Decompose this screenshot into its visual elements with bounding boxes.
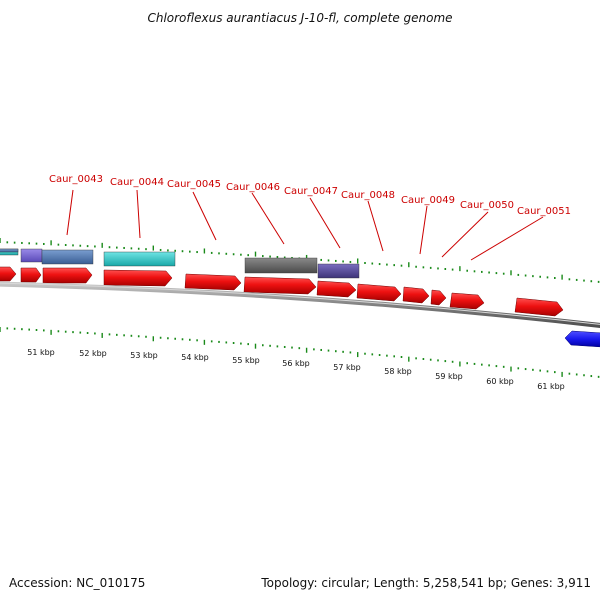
feature-steelblue bbox=[0, 248, 19, 253]
genome-summary-text: Topology: circular; Length: 5,258,541 bp… bbox=[261, 576, 591, 590]
feature-steelblue bbox=[41, 249, 94, 265]
kbp-label: 51 kbp bbox=[27, 348, 55, 357]
gene-label: Caur_0050 bbox=[460, 200, 514, 211]
gene-labels: Caur_0043 Caur_0044 Caur_0045 Caur_0046 … bbox=[49, 174, 571, 217]
gene-label: Caur_0048 bbox=[341, 190, 395, 201]
gene-label: Caur_0043 bbox=[49, 174, 103, 185]
accession-text: Accession: NC_010175 bbox=[9, 576, 146, 590]
cds-arrow bbox=[42, 267, 93, 284]
kbp-label: 56 kbp bbox=[282, 359, 310, 368]
inner-tick-ring bbox=[0, 327, 600, 378]
kbp-label: 54 kbp bbox=[181, 353, 209, 362]
cds-arrow bbox=[243, 276, 317, 295]
feature-purple bbox=[317, 263, 360, 279]
kbp-label: 55 kbp bbox=[232, 356, 260, 365]
gene-label: Caur_0045 bbox=[167, 179, 221, 190]
kbp-label: 60 kbp bbox=[486, 377, 514, 386]
kbp-label: 53 kbp bbox=[130, 351, 158, 360]
label-leader-lines bbox=[66, 189, 544, 261]
outer-tick-ring bbox=[0, 238, 600, 283]
gene-label: Caur_0044 bbox=[110, 177, 164, 188]
feature-violet bbox=[20, 248, 43, 263]
cds-arrow-reverse bbox=[564, 330, 600, 348]
kbp-label: 57 kbp bbox=[333, 363, 361, 372]
gene-label: Caur_0046 bbox=[226, 182, 280, 193]
gene-label: Caur_0049 bbox=[401, 195, 455, 206]
feature-gray bbox=[244, 257, 318, 274]
cds-arrow bbox=[184, 273, 242, 291]
genome-backbone bbox=[0, 281, 600, 328]
cds-track bbox=[0, 266, 564, 317]
feature-cyan bbox=[103, 251, 176, 267]
kbp-labels: 51 kbp 52 kbp 53 kbp 54 kbp 55 kbp 56 kb… bbox=[27, 348, 565, 391]
cds-arrow bbox=[356, 283, 402, 302]
cds-arrow bbox=[402, 286, 430, 304]
cds-arrow bbox=[0, 266, 17, 282]
cds-arrow bbox=[514, 297, 564, 317]
cds-arrow bbox=[103, 269, 173, 287]
cds-arrow bbox=[316, 280, 357, 298]
backbone-highlight bbox=[0, 282, 600, 325]
feature-track bbox=[0, 248, 360, 279]
kbp-label: 58 kbp bbox=[384, 367, 412, 376]
cds-arrow bbox=[449, 292, 485, 310]
kbp-label: 52 kbp bbox=[79, 349, 107, 358]
kbp-label: 59 kbp bbox=[435, 372, 463, 381]
map-title: Chloroflexus aurantiacus J-10-fl, comple… bbox=[147, 11, 452, 25]
cds-arrow bbox=[20, 267, 42, 283]
gene-label: Caur_0051 bbox=[517, 206, 571, 217]
gene-label: Caur_0047 bbox=[284, 186, 338, 197]
kbp-label: 61 kbp bbox=[537, 382, 565, 391]
cds-arrow bbox=[430, 289, 447, 306]
